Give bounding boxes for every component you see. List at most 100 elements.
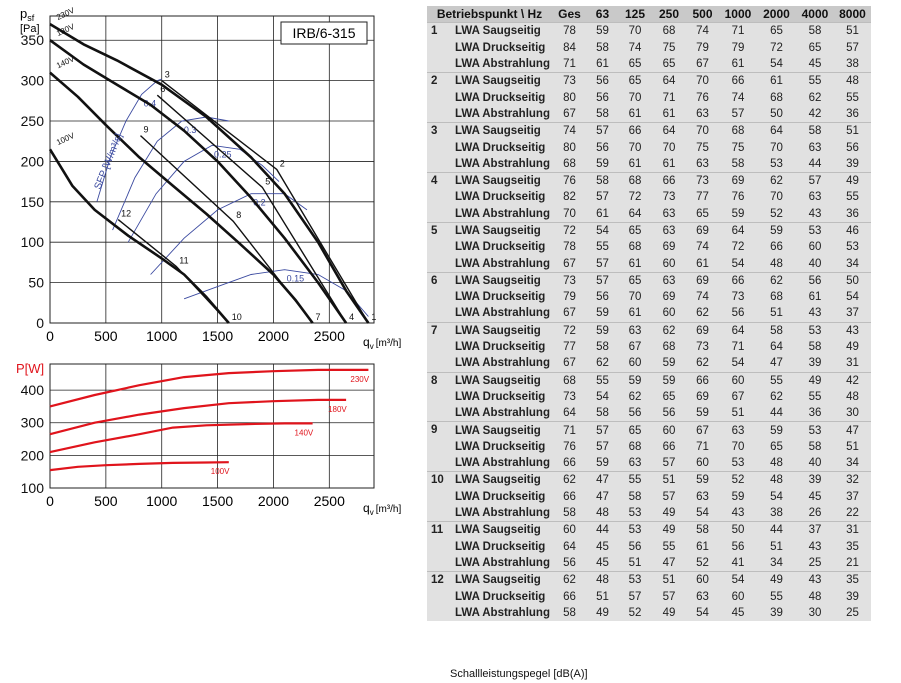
- value-cell: 64: [718, 321, 757, 339]
- y-tick-label: 400: [21, 382, 45, 398]
- value-cell: 43: [795, 571, 834, 589]
- row-label-cell: LWA Abstrahlung: [453, 105, 552, 123]
- value-cell: 62: [586, 355, 618, 373]
- value-cell: 71: [551, 421, 587, 439]
- value-cell: 49: [756, 571, 796, 589]
- value-cell: 57: [651, 455, 686, 472]
- value-cell: 65: [651, 55, 686, 73]
- operating-point-cell: 4: [427, 171, 453, 223]
- value-cell: 79: [551, 289, 587, 306]
- value-cell: 57: [651, 488, 686, 505]
- value-cell: 61: [795, 289, 834, 306]
- value-cell: 56: [586, 89, 618, 106]
- value-cell: 69: [685, 221, 719, 240]
- value-cell: 53: [617, 571, 652, 589]
- value-cell: 70: [685, 122, 719, 140]
- value-cell: 66: [685, 371, 719, 389]
- value-cell: 71: [551, 55, 587, 73]
- header-cell: Betriebspunkt \ Hz: [427, 6, 552, 23]
- value-cell: 60: [651, 421, 686, 439]
- value-cell: 35: [833, 571, 871, 589]
- value-cell: 57: [833, 39, 871, 56]
- value-cell: 75: [651, 39, 686, 56]
- header-cell: 2000: [756, 6, 796, 23]
- value-cell: 39: [833, 155, 871, 173]
- operating-point-cell: 3: [427, 122, 453, 173]
- value-cell: 44: [756, 521, 796, 539]
- value-cell: 63: [651, 221, 686, 240]
- y-tick-label: 250: [21, 113, 45, 129]
- series-line: [49, 22, 370, 324]
- value-cell: 39: [756, 604, 796, 621]
- value-cell: 58: [685, 521, 719, 539]
- sfp-line: [150, 193, 308, 275]
- value-cell: 65: [756, 22, 796, 40]
- value-cell: 58: [795, 338, 834, 356]
- value-cell: 66: [551, 488, 587, 505]
- value-cell: 34: [833, 455, 871, 472]
- value-cell: 65: [617, 271, 652, 290]
- value-cell: 48: [586, 504, 618, 522]
- row-label-cell: LWA Abstrahlung: [453, 305, 552, 323]
- value-cell: 72: [551, 221, 587, 240]
- value-cell: 30: [833, 405, 871, 422]
- value-cell: 66: [651, 171, 686, 190]
- value-cell: 57: [586, 438, 618, 456]
- operating-point-label: 12: [121, 209, 131, 219]
- value-cell: 61: [617, 305, 652, 323]
- value-cell: 49: [833, 338, 871, 356]
- value-cell: 71: [718, 338, 757, 356]
- sfp-label: 0.2: [253, 198, 266, 208]
- value-cell: 56: [718, 538, 757, 555]
- row-label-cell: LWA Druckseitig: [453, 388, 552, 406]
- value-cell: 43: [795, 305, 834, 323]
- value-cell: 58: [718, 155, 757, 173]
- table-row: 9 LWA Saugseitig 71 57 65 60 67 63 59 53 47: [427, 421, 871, 472]
- value-cell: 56: [586, 72, 618, 90]
- value-cell: 58: [617, 488, 652, 505]
- row-label-cell: LWA Abstrahlung: [453, 604, 552, 621]
- value-cell: 77: [685, 189, 719, 206]
- row-label-cell: LWA Saugseitig: [453, 22, 552, 40]
- series-line: [48, 148, 230, 324]
- value-cell: 69: [685, 388, 719, 406]
- row-label-cell: LWA Druckseitig: [453, 39, 552, 56]
- table-row: LWA Druckseitig 66 51 57 57 63 60 55 48 39: [427, 588, 871, 605]
- value-cell: 59: [718, 488, 757, 505]
- x-tick-label: 0: [46, 493, 54, 509]
- value-cell: 55: [586, 371, 618, 389]
- row-label-cell: LWA Saugseitig: [453, 571, 552, 589]
- value-cell: 49: [833, 171, 871, 190]
- table-body: 1 LWA Saugseitig 78 59 70 68 74 71 65 58 51 LWA Dru…: [427, 22, 871, 621]
- value-cell: 57: [617, 588, 652, 605]
- operating-point-cell: 12: [427, 571, 453, 621]
- x-tick-label: 1000: [146, 328, 177, 344]
- value-cell: 67: [685, 421, 719, 439]
- value-cell: 25: [795, 554, 834, 572]
- table-row: LWA Druckseitig 78 55 68 69 74 72 66 60 53: [427, 239, 871, 256]
- value-cell: 76: [551, 171, 587, 190]
- operating-point-label: 6: [160, 84, 165, 94]
- value-cell: 74: [551, 122, 587, 140]
- value-cell: 72: [718, 239, 757, 256]
- y-tick-label: 300: [21, 73, 45, 89]
- value-cell: 37: [833, 488, 871, 505]
- value-cell: 63: [617, 321, 652, 339]
- value-cell: 58: [586, 105, 618, 123]
- value-cell: 57: [586, 271, 618, 290]
- sfp-label: 0.3: [184, 125, 197, 135]
- value-cell: 62: [685, 355, 719, 373]
- value-cell: 38: [833, 55, 871, 73]
- table-row: LWA Druckseitig 84 58 74 75 79 79 72 65 57: [427, 39, 871, 56]
- value-cell: 68: [651, 338, 686, 356]
- y-tick-label: 200: [21, 153, 45, 169]
- value-cell: 56: [833, 139, 871, 156]
- sfp-label: 0.25: [214, 149, 232, 159]
- table-row: 5 LWA Saugseitig 72 54 65 63 69 64 59 53 46: [427, 221, 871, 273]
- value-cell: 60: [685, 455, 719, 472]
- table-caption: Schallleistungspegel [dB(A)]: [450, 668, 588, 680]
- row-label-cell: LWA Saugseitig: [453, 171, 552, 190]
- value-cell: 59: [756, 421, 796, 439]
- x-tick-label: 1500: [202, 328, 233, 344]
- value-cell: 63: [795, 139, 834, 156]
